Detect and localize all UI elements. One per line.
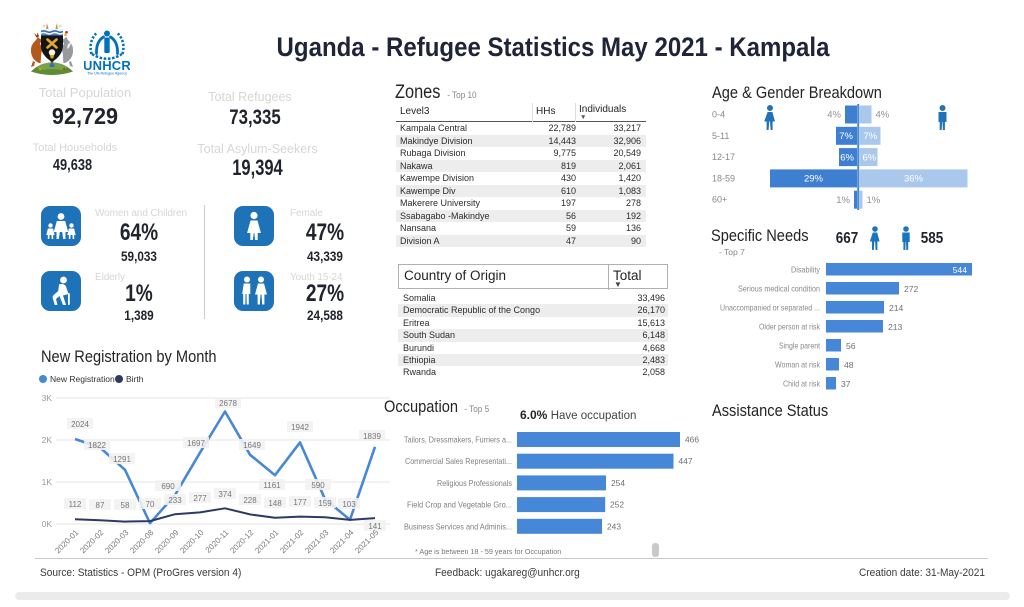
svg-text:2K: 2K [42, 435, 53, 445]
svg-text:2021-01: 2021-01 [253, 528, 281, 556]
svg-text:277: 277 [193, 494, 207, 503]
svg-text:Older person at risk: Older person at risk [759, 322, 821, 332]
svg-text:590: 590 [311, 481, 325, 490]
svg-text:Single parent: Single parent [779, 341, 821, 351]
svg-text:Birth: Birth [126, 374, 144, 384]
svg-text:87: 87 [96, 501, 105, 510]
svg-text:0-4: 0-4 [712, 110, 725, 120]
svg-text:374: 374 [218, 490, 232, 499]
svg-text:18-59: 18-59 [712, 173, 735, 183]
svg-text:Woman at risk: Woman at risk [775, 360, 821, 370]
svg-text:Field Crop and Vegetable Gro..: Field Crop and Vegetable Gro... [407, 500, 512, 510]
svg-text:1649: 1649 [243, 441, 261, 450]
svg-text:48: 48 [844, 360, 854, 370]
svg-text:254: 254 [611, 478, 625, 488]
svg-text:70: 70 [146, 500, 155, 509]
svg-text:Religious Professionals: Religious Professionals [437, 478, 512, 488]
svg-text:544: 544 [953, 265, 968, 275]
svg-text:159: 159 [318, 499, 332, 508]
svg-text:141: 141 [368, 522, 382, 531]
svg-text:5-11: 5-11 [712, 131, 729, 141]
svg-text:UNHCR: UNHCR [84, 58, 130, 73]
svg-text:252: 252 [610, 500, 624, 510]
svg-text:37: 37 [841, 379, 851, 389]
svg-text:1839: 1839 [363, 432, 381, 441]
svg-text:2021-02: 2021-02 [278, 528, 306, 556]
svg-text:Unaccompanied or separated ...: Unaccompanied or separated ... [720, 303, 820, 313]
svg-text:233: 233 [168, 496, 182, 505]
svg-text:177: 177 [293, 498, 307, 507]
svg-text:103: 103 [342, 500, 356, 509]
svg-text:2020-08: 2020-08 [128, 528, 156, 556]
svg-text:7%: 7% [839, 131, 853, 142]
svg-text:New Registration: New Registration [50, 374, 115, 384]
svg-text:60+: 60+ [712, 195, 727, 205]
svg-text:2020-12: 2020-12 [228, 528, 256, 556]
svg-text:1161: 1161 [263, 481, 281, 490]
svg-text:1K: 1K [42, 477, 53, 487]
svg-text:243: 243 [607, 521, 621, 531]
svg-text:Commercial Sales Representati.: Commercial Sales Representati... [405, 456, 512, 466]
svg-text:Serious medical condition: Serious medical condition [738, 284, 820, 294]
svg-text:148: 148 [268, 499, 282, 508]
svg-text:228: 228 [243, 496, 257, 505]
svg-text:2020-09: 2020-09 [153, 528, 181, 556]
svg-text:2020-10: 2020-10 [178, 528, 206, 556]
svg-text:Disability: Disability [791, 265, 821, 275]
svg-text:The UN Refugee Agency: The UN Refugee Agency [87, 72, 127, 76]
svg-text:2024: 2024 [71, 420, 89, 429]
svg-text:6%: 6% [840, 152, 854, 163]
svg-text:1822: 1822 [88, 441, 106, 450]
svg-text:29%: 29% [804, 174, 824, 185]
svg-text:Tailors, Dressmakers, Furriers: Tailors, Dressmakers, Furriers a... [404, 435, 512, 445]
svg-text:272: 272 [904, 284, 919, 294]
svg-text:1%: 1% [836, 195, 850, 206]
svg-text:2020-11: 2020-11 [204, 528, 231, 555]
svg-text:58: 58 [121, 501, 130, 510]
svg-text:2021-04: 2021-04 [328, 528, 356, 556]
svg-text:447: 447 [679, 456, 693, 466]
svg-text:1697: 1697 [187, 439, 205, 448]
svg-text:36%: 36% [904, 174, 924, 185]
svg-text:56: 56 [846, 341, 856, 351]
svg-text:3K: 3K [42, 393, 53, 403]
svg-text:4%: 4% [827, 110, 841, 121]
svg-text:2021-05: 2021-05 [353, 528, 381, 556]
svg-text:6%: 6% [863, 152, 877, 163]
svg-text:0K: 0K [42, 519, 53, 529]
svg-text:213: 213 [888, 322, 903, 332]
svg-text:112: 112 [69, 500, 82, 509]
svg-text:4%: 4% [876, 110, 890, 121]
svg-text:690: 690 [161, 482, 175, 491]
svg-text:214: 214 [889, 303, 904, 313]
svg-text:12-17: 12-17 [712, 152, 735, 162]
svg-text:1942: 1942 [291, 423, 309, 432]
svg-text:466: 466 [685, 435, 699, 445]
svg-text:2678: 2678 [219, 399, 237, 408]
svg-text:2020-01: 2020-01 [53, 528, 81, 556]
svg-text:Child at risk: Child at risk [783, 379, 821, 389]
svg-text:1%: 1% [867, 195, 881, 206]
svg-text:Business Services and Adminis.: Business Services and Adminis... [404, 521, 512, 531]
svg-text:2020-03: 2020-03 [103, 528, 131, 556]
svg-text:7%: 7% [864, 131, 878, 142]
svg-text:1291: 1291 [113, 455, 131, 464]
svg-text:2021-03: 2021-03 [303, 528, 331, 556]
svg-text:2020-02: 2020-02 [78, 528, 106, 556]
